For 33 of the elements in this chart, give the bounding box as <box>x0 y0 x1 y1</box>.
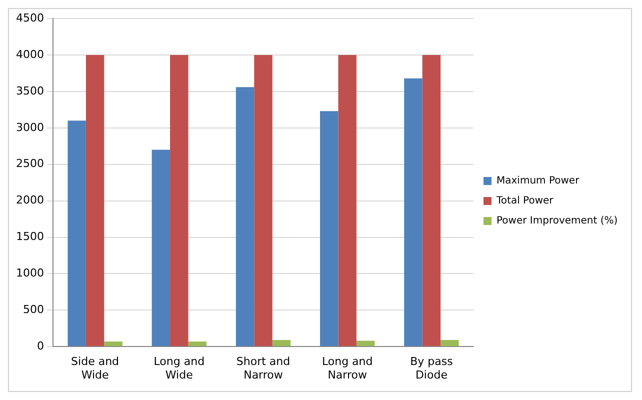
legend-label: Total Power <box>496 196 554 207</box>
bar <box>356 340 375 346</box>
bar <box>188 342 206 346</box>
y-tick-label: 3000 <box>16 120 44 134</box>
x-tick-label: Long and Wide <box>154 355 205 382</box>
y-tick-label: 1000 <box>16 266 44 280</box>
bar <box>338 55 356 346</box>
y-tick-label: 1500 <box>16 230 44 244</box>
bar <box>440 340 459 346</box>
x-tick-label: Side and Wide <box>71 355 120 382</box>
bar <box>320 111 338 346</box>
x-tick-label: Long and Narrow <box>322 355 373 382</box>
legend-label: Power Improvement (%) <box>496 216 618 227</box>
y-tick-label: 2000 <box>16 194 44 207</box>
bar <box>404 78 422 346</box>
x-tick-label: By pass Diode <box>410 355 454 382</box>
bar <box>422 55 441 346</box>
y-tick-label: 0 <box>36 339 44 352</box>
y-tick-label: 3500 <box>16 84 44 98</box>
bar <box>170 55 188 346</box>
bar <box>152 150 170 346</box>
bar <box>104 342 122 346</box>
y-tick-label: 4500 <box>16 11 44 24</box>
bar <box>254 55 272 346</box>
legend-label: Maximum Power <box>496 176 580 187</box>
x-tick-label: Short and Narrow <box>236 355 290 382</box>
bar <box>236 87 254 346</box>
bar <box>272 340 291 346</box>
y-tick-label: 500 <box>22 303 44 316</box>
bar <box>68 120 86 346</box>
y-tick-label: 2500 <box>16 157 44 170</box>
y-tick-label: 4000 <box>16 48 44 61</box>
bar <box>86 55 104 346</box>
